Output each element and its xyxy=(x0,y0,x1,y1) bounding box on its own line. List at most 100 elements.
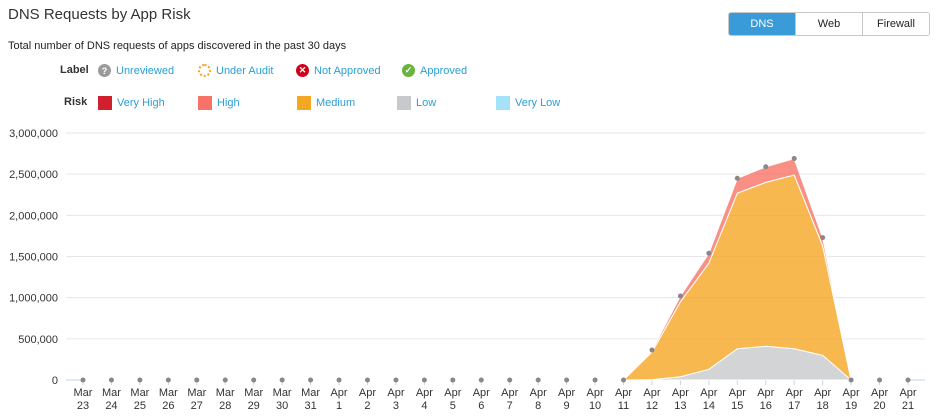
data-point xyxy=(621,377,627,383)
data-point xyxy=(222,377,228,383)
page-title: DNS Requests by App Risk xyxy=(8,6,191,23)
x-tick-label: Apr 12 xyxy=(643,387,660,412)
x-tick-label: Apr 19 xyxy=(843,387,860,412)
x-tick-label: Mar 25 xyxy=(130,387,149,412)
x-tick-label: Apr 8 xyxy=(530,387,547,412)
data-point xyxy=(421,377,427,383)
x-tick-label: Mar 28 xyxy=(216,387,235,412)
label-legend-title: Label xyxy=(60,64,89,76)
x-tick-label: Apr 14 xyxy=(700,387,717,412)
x-tick-label: Apr 18 xyxy=(814,387,831,412)
y-tick-label: 1,500,000 xyxy=(9,252,58,264)
x-tick-label: Apr 7 xyxy=(501,387,518,412)
legend-under-audit[interactable]: Under Audit xyxy=(198,64,273,77)
legend-label: Under Audit xyxy=(216,64,274,77)
data-point xyxy=(364,377,370,383)
y-tick-label: 3,000,000 xyxy=(9,128,58,140)
data-point xyxy=(592,377,598,383)
legend-approved[interactable]: ✓ Approved xyxy=(402,64,467,77)
tab-dns[interactable]: DNS xyxy=(729,13,795,35)
tab-firewall[interactable]: Firewall xyxy=(862,13,929,35)
data-point xyxy=(80,377,86,383)
y-tick-label: 2,500,000 xyxy=(9,169,58,181)
x-tick-label: Mar 31 xyxy=(301,387,320,412)
x-tick-label: Apr 20 xyxy=(871,387,888,412)
x-tick-label: Mar 30 xyxy=(273,387,292,412)
high-swatch xyxy=(198,96,212,110)
y-tick-label: 2,000,000 xyxy=(9,210,58,222)
x-tick-label: Mar 23 xyxy=(74,387,93,412)
x-tick-label: Mar 29 xyxy=(244,387,263,412)
x-tick-label: Apr 13 xyxy=(672,387,689,412)
legend-label: Approved xyxy=(420,64,468,77)
check-circle-icon: ✓ xyxy=(402,64,415,77)
legend-label: Low xyxy=(416,97,437,109)
legend-low[interactable]: Low xyxy=(397,96,436,110)
medium-swatch xyxy=(297,96,311,110)
very-low-swatch xyxy=(496,96,510,110)
x-tick-label: Apr 5 xyxy=(444,387,461,412)
data-point xyxy=(649,347,655,353)
data-point xyxy=(194,377,200,383)
x-circle-icon: ✕ xyxy=(296,64,309,77)
data-point xyxy=(706,250,712,256)
chart-subtitle: Total number of DNS requests of apps dis… xyxy=(8,40,347,52)
x-tick-label: Apr 11 xyxy=(615,387,632,412)
legend-label: Medium xyxy=(316,97,356,109)
data-point xyxy=(791,156,797,162)
data-point xyxy=(848,377,854,383)
data-point xyxy=(507,377,513,383)
x-tick-label: Apr 4 xyxy=(416,387,433,412)
legend-medium[interactable]: Medium xyxy=(297,96,355,110)
y-tick-label: 0 xyxy=(52,375,58,387)
x-tick-label: Apr 9 xyxy=(558,387,575,412)
x-tick-label: Apr 1 xyxy=(330,387,347,412)
data-point xyxy=(108,377,114,383)
data-point xyxy=(564,377,570,383)
legend-high[interactable]: High xyxy=(198,96,240,110)
question-icon: ? xyxy=(98,64,111,77)
dotted-circle-icon xyxy=(198,64,211,77)
area-very-high xyxy=(83,157,908,381)
data-point xyxy=(763,164,769,170)
legend-label: Very Low xyxy=(515,97,561,109)
data-point xyxy=(336,377,342,383)
x-tick-label: Apr 10 xyxy=(587,387,604,412)
tab-web[interactable]: Web xyxy=(795,13,862,35)
x-tick-label: Apr 15 xyxy=(729,387,746,412)
data-point xyxy=(165,377,171,383)
data-point xyxy=(734,175,740,181)
data-point xyxy=(478,377,484,383)
x-tick-label: Apr 17 xyxy=(786,387,803,412)
low-swatch xyxy=(397,96,411,110)
x-tick-label: Apr 2 xyxy=(359,387,376,412)
data-point xyxy=(450,377,456,383)
data-point xyxy=(877,377,883,383)
very-high-swatch xyxy=(98,96,112,110)
risk-legend-title: Risk xyxy=(64,96,88,108)
x-tick-label: Mar 27 xyxy=(187,387,206,412)
legend-not-approved[interactable]: ✕ Not Approved xyxy=(296,64,381,77)
x-tick-label: Apr 16 xyxy=(757,387,774,412)
data-point xyxy=(137,377,143,383)
source-tabs: DNS Web Firewall xyxy=(728,12,930,36)
legend-very-low[interactable]: Very Low xyxy=(496,96,560,110)
y-tick-label: 1,000,000 xyxy=(9,293,58,305)
y-tick-label: 500,000 xyxy=(18,334,58,346)
x-tick-label: Apr 21 xyxy=(899,387,916,412)
label-legend: Label ? Unreviewed Under Audit ✕ Not Appro… xyxy=(0,64,936,80)
legend-very-high[interactable]: Very High xyxy=(98,96,165,110)
data-point xyxy=(393,377,399,383)
legend-unreviewed[interactable]: ? Unreviewed xyxy=(98,64,174,77)
legend-label: Not Approved xyxy=(314,64,381,77)
data-point xyxy=(308,377,314,383)
data-point xyxy=(251,377,257,383)
x-tick-label: Apr 3 xyxy=(387,387,404,412)
data-point xyxy=(279,377,285,383)
legend-label: Unreviewed xyxy=(116,64,175,77)
x-tick-label: Mar 26 xyxy=(159,387,178,412)
data-point xyxy=(905,377,911,383)
x-tick-label: Mar 24 xyxy=(102,387,121,412)
data-point xyxy=(677,293,683,299)
